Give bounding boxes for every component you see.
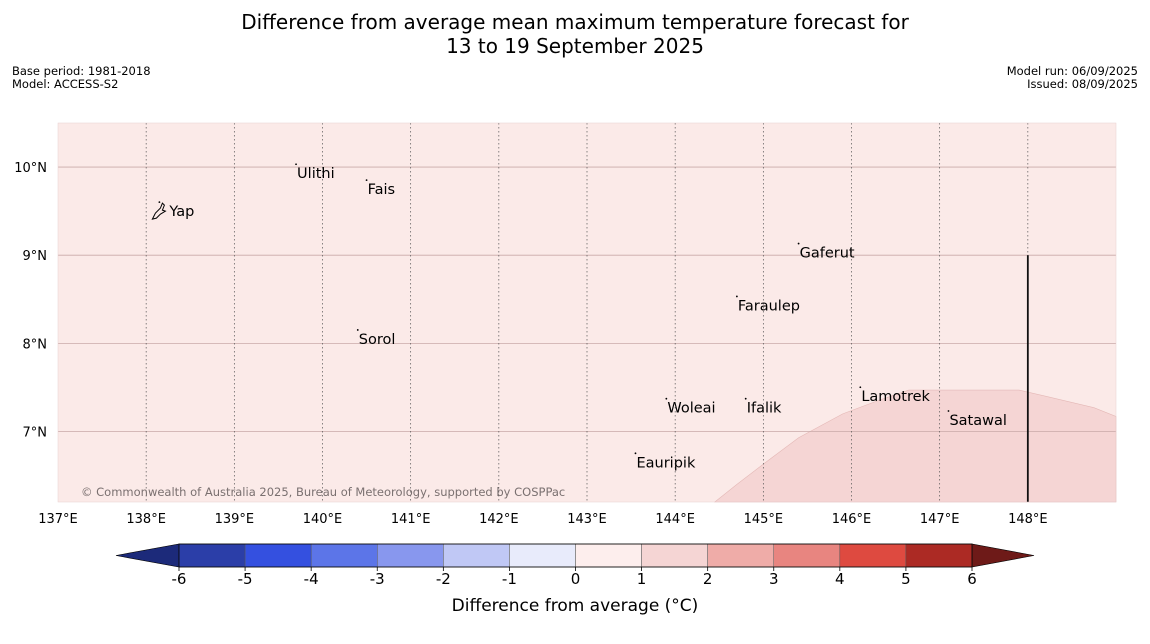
colorbar-tick-label: 3 — [769, 570, 779, 588]
place-marker — [947, 410, 950, 412]
colorbar-tick-label: -4 — [304, 570, 319, 588]
issued-date: Issued: 08/09/2025 — [1027, 77, 1138, 91]
place-label: Woleai — [667, 401, 715, 417]
colorbar-tick-label: -5 — [238, 570, 253, 588]
map-frame — [57, 122, 1117, 503]
colorbar-bin — [244, 543, 312, 568]
place-marker — [744, 397, 747, 400]
colorbar-tick-label: -3 — [370, 570, 385, 588]
lon-tick-label: 140°E — [303, 512, 343, 527]
place-label: Ulithi — [297, 166, 335, 182]
lon-tick-label: 139°E — [215, 512, 255, 527]
place-label: Sorol — [359, 332, 396, 348]
lon-tick-label: 147°E — [920, 512, 960, 527]
colorbar-tick-label: -1 — [502, 570, 517, 588]
warm-anomaly-region — [713, 389, 1117, 503]
place-label: Fais — [368, 182, 395, 198]
colorbar-bin — [178, 543, 246, 568]
lon-tick-label: 148°E — [1008, 512, 1048, 527]
colorbar-bin — [377, 543, 444, 568]
colorbar-tick-label: -2 — [436, 570, 451, 588]
base-period: Base period: 1981-2018 — [12, 64, 151, 78]
place-label: Lamotrek — [861, 389, 930, 405]
lon-tick-label: 141°E — [391, 512, 431, 527]
model-name: Model: ACCESS-S2 — [12, 77, 119, 91]
meta-right: Model run: 06/09/2025 Issued: 08/09/2025 — [1007, 65, 1138, 91]
colorbar-bin — [707, 543, 775, 568]
lon-tick-label: 144°E — [655, 512, 695, 527]
colorbar-tick-label: 2 — [703, 570, 713, 588]
colorbar-label: Difference from average (°C) — [451, 596, 699, 616]
lon-tick-label: 146°E — [832, 512, 872, 527]
lon-tick-label: 137°E — [38, 512, 78, 527]
place-label: Gaferut — [800, 246, 855, 262]
colorbar-over-arrow — [971, 543, 1035, 568]
model-run: Model run: 06/09/2025 — [1006, 64, 1138, 78]
place-marker — [735, 295, 738, 298]
place-label: Yap — [168, 204, 194, 220]
place-marker — [634, 452, 637, 455]
place-label: Ifalik — [747, 401, 782, 417]
chart-title: Difference from average mean maximum tem… — [0, 10, 1150, 58]
colorbar-tick-label: 6 — [967, 570, 977, 588]
place-marker — [665, 397, 668, 400]
lat-tick-label: 7°N — [23, 425, 48, 440]
copyright-notice: © Commonwealth of Australia 2025, Bureau… — [81, 485, 565, 499]
lon-tick-label: 138°E — [126, 512, 166, 527]
place-marker — [356, 329, 359, 331]
yap-island-outline — [151, 202, 167, 220]
lon-tick-label: 142°E — [479, 512, 519, 527]
colorbar-bin — [509, 543, 576, 568]
colorbar-tick-label: -6 — [172, 570, 187, 588]
title-line-1: Difference from average mean maximum tem… — [241, 10, 909, 34]
colorbar-tick-label: 5 — [901, 570, 911, 588]
colorbar-bin — [575, 543, 642, 568]
place-label: Satawal — [949, 413, 1006, 429]
colorbar: -6 -5 -4 -3 -2 -1 0 1 2 3 4 5 6 — [115, 543, 1035, 588]
lat-tick-label: 10°N — [14, 161, 47, 176]
lat-tick-label: 8°N — [23, 337, 48, 352]
lon-tick-label: 143°E — [567, 512, 607, 527]
place-label: Faraulep — [738, 298, 800, 314]
place-marker — [295, 163, 297, 166]
colorbar-bin — [443, 543, 510, 568]
colorbar-bin — [839, 543, 907, 568]
place-marker — [797, 242, 800, 245]
colorbar-bin — [905, 543, 973, 568]
colorbar-bin — [310, 543, 378, 568]
place-label: Eauripik — [636, 455, 695, 471]
colorbar-bin — [641, 543, 708, 568]
colorbar-tick-label: 4 — [835, 570, 845, 588]
place-marker — [859, 386, 862, 389]
place-marker — [365, 179, 368, 182]
colorbar-under-arrow — [115, 543, 180, 568]
colorbar-tick-label: 0 — [571, 570, 581, 588]
lat-tick-label: 9°N — [23, 249, 48, 264]
colorbar-bin — [773, 543, 841, 568]
place-marker — [158, 201, 161, 204]
meta-left: Base period: 1981-2018 Model: ACCESS-S2 — [12, 65, 151, 91]
title-line-2: 13 to 19 September 2025 — [446, 34, 704, 58]
colorbar-tick-label: 1 — [637, 570, 647, 588]
forecast-map: 7°N 8°N 9°N 10°N 137°E 138°E 139°E 140°E 141°E 14… — [14, 122, 1117, 527]
lon-tick-label: 145°E — [744, 512, 784, 527]
